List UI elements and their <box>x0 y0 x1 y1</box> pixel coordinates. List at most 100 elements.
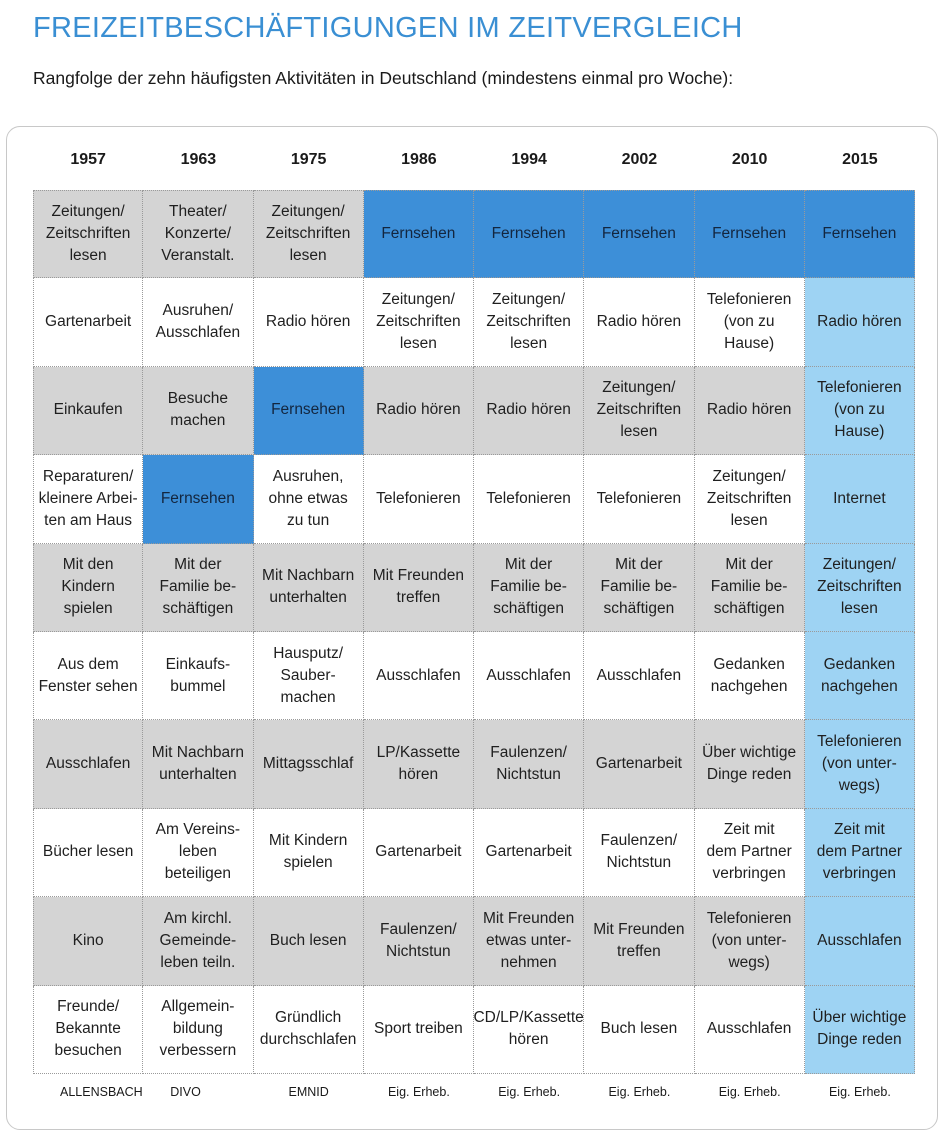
table-cell: Fernsehen <box>584 190 695 279</box>
table-cell: Gartenarbeit <box>474 808 585 898</box>
table-cell: Buch lesen <box>253 897 364 986</box>
table-cell: Radio hören <box>363 366 474 456</box>
table-cell: Hausputz/ Sauber- machen <box>253 631 364 721</box>
table-cell: Gedanken nachgehen <box>694 631 805 721</box>
table-cell: Faulenzen/ Nichtstun <box>584 808 695 898</box>
table-cell: Bücher lesen <box>33 808 144 898</box>
table-cell: Ausschlafen <box>584 631 695 721</box>
table-cell: Mit den Kindern spielen <box>33 543 144 632</box>
table-cell: Mit Freunden treffen <box>363 543 474 632</box>
table-cell: Fernsehen <box>804 190 915 279</box>
table-cell: Zeitungen/ Zeitschriften lesen <box>804 543 915 632</box>
table-cell: Mit der Familie be- schäftigen <box>474 543 585 632</box>
table-cell: Faulenzen/ Nichtstun <box>363 897 474 986</box>
year-header-row: 1957 1963 1975 1986 1994 2002 2010 2015 <box>33 148 915 172</box>
page-subtitle: Rangfolge der zehn häufigsten Aktivitäte… <box>33 68 734 88</box>
table-cell: Mit der Familie be- schäftigen <box>143 543 254 632</box>
year-header: 1957 <box>70 151 106 168</box>
table-cell: CD/LP/Kassette hören <box>473 985 585 1074</box>
table-cell: Mit Nachbarn unterhalten <box>253 543 364 632</box>
page-title: FREIZEITBESCHÄFTIGUNGEN IM ZEITVERGLEICH <box>33 12 743 44</box>
table-cell: Sport treiben <box>363 985 474 1074</box>
table-cell: Radio hören <box>694 366 805 456</box>
table-cell: Fernsehen <box>253 366 364 456</box>
table-cell: Fernsehen <box>474 190 585 279</box>
year-header: 1986 <box>401 151 437 168</box>
source-label: Eig. Erheb. <box>718 1085 781 1099</box>
table-cell: Radio hören <box>584 278 695 367</box>
table-cell: Mit Freunden etwas unter- nehmen <box>474 897 585 986</box>
table-cell: Mit Kindern spielen <box>253 808 364 898</box>
table-cell: Aus dem Fenster sehen <box>33 631 144 721</box>
table-cell: Zeitungen/ Zeitschriften lesen <box>584 366 695 456</box>
table-cell: Telefonieren (von unter- wegs) <box>804 720 915 809</box>
table-cell: Gartenarbeit <box>363 808 474 898</box>
table-cell: Gründlich durchschlafen <box>253 985 364 1074</box>
table-cell: Zeit mit dem Partner verbringen <box>694 808 805 898</box>
table-cell: Telefonieren (von unter- wegs) <box>694 897 805 986</box>
table-cell: Einkaufs- bummel <box>143 631 254 721</box>
year-header: 1975 <box>290 151 327 168</box>
table-cell: Mit der Familie be- schäftigen <box>584 543 695 632</box>
ranking-table: Zeitungen/ Zeitschriften lesen Theater/ K… <box>33 190 915 1074</box>
table-cell: Telefonieren <box>363 455 474 544</box>
table-cell: Ausschlafen <box>694 985 805 1074</box>
table-cell: Ausschlafen <box>33 720 144 809</box>
table-cell: Einkaufen <box>33 366 144 456</box>
table-cell: Allgemein- bildung verbessern <box>143 985 254 1074</box>
source-label: Eig. Erheb. <box>608 1085 671 1099</box>
table-cell: Zeitungen/ Zeitschriften lesen <box>474 278 585 367</box>
table-cell: Zeitungen/ Zeitschriften lesen <box>363 278 474 367</box>
source-label: Eig. Erheb. <box>387 1085 450 1099</box>
table-cell: Fernsehen <box>143 455 254 544</box>
table-cell: Mit Freunden treffen <box>584 897 695 986</box>
table-cell: Ausschlafen <box>363 631 474 721</box>
table-cell: Am Vereins- leben beteiligen <box>143 808 254 898</box>
year-header: 2015 <box>842 151 878 168</box>
table-cell: Telefonieren <box>474 455 585 544</box>
table-cell: Reparaturen/ kleinere Arbei- ten am Haus <box>33 455 144 544</box>
table-cell: Fernsehen <box>363 190 474 279</box>
table-cell: Radio hören <box>253 278 364 367</box>
table-cell: Ausruhen, ohne etwas zu tun <box>253 455 364 544</box>
source-label: Eig. Erheb. <box>828 1085 891 1099</box>
table-cell: Ausschlafen <box>804 897 915 986</box>
table-cell: Besuche machen <box>143 366 254 456</box>
table-cell: Faulenzen/ Nichtstun <box>474 720 585 809</box>
table-cell: Mit Nachbarn unterhalten <box>143 720 254 809</box>
source-label: DIVO <box>170 1085 201 1099</box>
table-cell: Ausruhen/ Ausschlafen <box>143 278 254 367</box>
table-cell: Telefonieren (von zu Hause) <box>694 278 805 367</box>
table-cell: Über wichtige Dinge reden <box>804 985 915 1074</box>
year-header: 1963 <box>180 151 217 168</box>
table-cell: Freunde/ Bekannte besuchen <box>33 985 144 1074</box>
table-cell: Zeitungen/ Zeitschriften lesen <box>33 190 144 279</box>
year-header: 1994 <box>511 151 547 168</box>
table-cell: Zeitungen/ Zeitschriften lesen <box>694 455 805 544</box>
table-cell: Theater/ Konzerte/ Veranstalt. <box>143 190 254 279</box>
table-cell: Über wichtige Dinge reden <box>694 720 805 809</box>
source-label: Eig. Erheb. <box>498 1085 561 1099</box>
table-cell: Am kirchl. Gemeinde- leben teiln. <box>143 897 254 986</box>
table-cell: Kino <box>33 897 144 986</box>
table-cell: Telefonieren <box>584 455 695 544</box>
table-cell: Fernsehen <box>694 190 805 279</box>
table-cell: Gedanken nachgehen <box>804 631 915 721</box>
table-cell: Zeit mit dem Partner verbringen <box>804 808 915 898</box>
table-cell: Ausschlafen <box>474 631 585 721</box>
year-header: 2010 <box>731 151 768 168</box>
table-cell: Radio hören <box>474 366 585 456</box>
table-cell: Gartenarbeit <box>33 278 144 367</box>
table-cell: Internet <box>804 455 915 544</box>
table-cell: Radio hören <box>804 278 915 367</box>
table-cell: LP/Kassette hören <box>363 720 474 809</box>
source-label: EMNID <box>288 1085 329 1099</box>
table-cell: Buch lesen <box>584 985 695 1074</box>
table-cell: Zeitungen/ Zeitschriften lesen <box>253 190 364 279</box>
table-cell: Gartenarbeit <box>584 720 695 809</box>
source-label: ALLENSBACH <box>60 1085 143 1099</box>
source-row: ALLENSBACH DIVO EMNID Eig. Erheb. Eig. E… <box>33 1082 915 1102</box>
table-cell: Telefonieren (von zu Hause) <box>804 366 915 456</box>
year-header: 2002 <box>621 151 658 168</box>
table-cell: Mittagsschlaf <box>253 720 364 809</box>
